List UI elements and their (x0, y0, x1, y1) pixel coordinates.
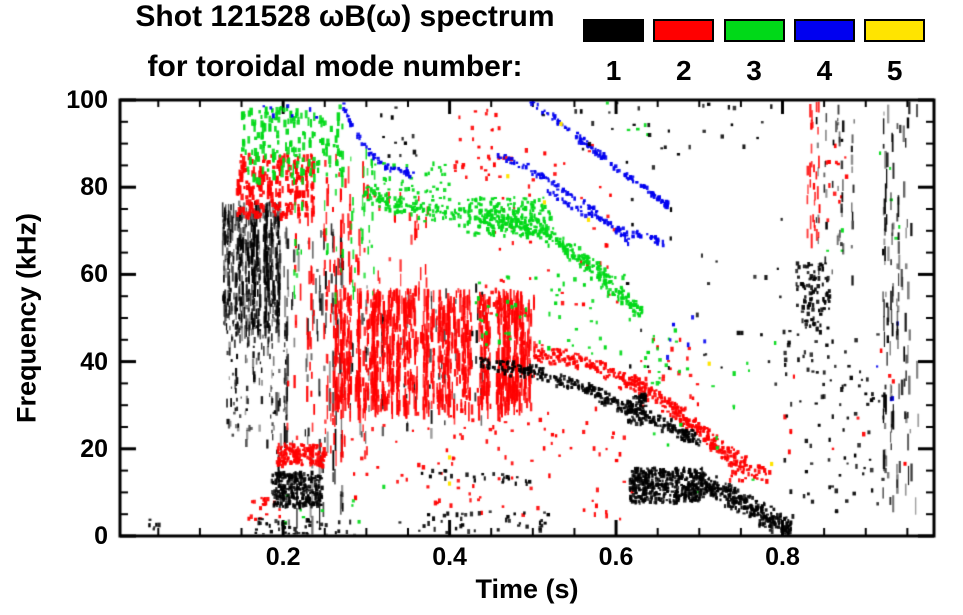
y-tick-label-60: 60 (80, 260, 108, 289)
legend-label-1: 1 (605, 55, 622, 86)
x-tick-label-0.6: 0.6 (598, 543, 634, 571)
legend-swatch-4 (793, 19, 855, 42)
x-axis-title: Time (s) (475, 574, 579, 604)
y-tick-label-20: 20 (80, 434, 108, 463)
y-axis-title: Frequency (kHz) (11, 212, 42, 424)
legend-swatch-2 (653, 19, 715, 42)
legend-swatch-1 (583, 19, 644, 42)
legend-label-5: 5 (886, 55, 903, 86)
legend-label-4: 4 (816, 55, 833, 86)
x-tick-label-0.4: 0.4 (432, 543, 467, 571)
figure-title-line2: for toroidal mode number: (147, 50, 523, 83)
y-tick-label-80: 80 (80, 173, 108, 202)
y-tick-label-0: 0 (94, 522, 108, 550)
legend-label-2: 2 (676, 55, 692, 86)
x-tick-label-0.8: 0.8 (765, 543, 800, 571)
legend-swatch-3 (723, 19, 785, 42)
y-tick-label-40: 40 (80, 347, 108, 376)
legend-label-3: 3 (746, 55, 762, 86)
figure-title-line1: Shot 121528 ωB(ω) spectrum (135, 0, 555, 33)
y-tick-label-100: 100 (66, 86, 108, 114)
legend-swatch-5 (864, 19, 926, 42)
x-tick-label-0.2: 0.2 (265, 543, 301, 571)
